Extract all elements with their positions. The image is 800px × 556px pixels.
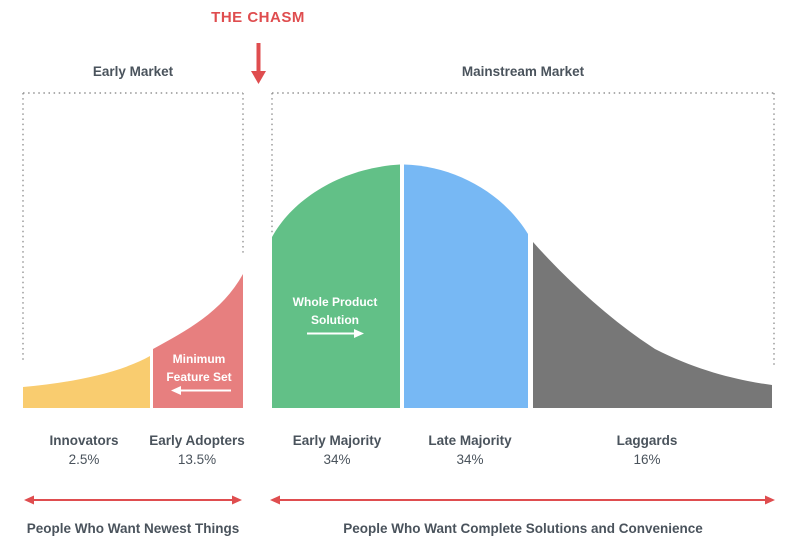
minimum-feature-set-line1: Minimum: [172, 352, 226, 366]
laggards-caption: Laggards 16%: [617, 431, 678, 469]
minimum-feature-set-label: Minimum Feature Set: [166, 350, 231, 386]
innovators-caption: Innovators 2.5%: [49, 431, 118, 469]
innovators-name: Innovators: [49, 433, 119, 448]
early-market-box: [22, 92, 244, 363]
early-market-description: People Who Want Newest Things: [26, 521, 240, 536]
mainstream-market-label: Mainstream Market: [461, 64, 585, 79]
early-adopters-name: Early Adopters: [149, 433, 245, 448]
chasm-arrow-icon: [251, 43, 266, 84]
early-adopters-caption: Early Adopters 13.5%: [149, 431, 245, 469]
early-market-label: Early Market: [92, 64, 174, 79]
minimum-feature-set-line2: Feature Set: [166, 370, 232, 384]
early-majority-caption: Early Majority 34%: [293, 431, 382, 469]
mainstream-market-span-arrow-icon: [270, 495, 775, 505]
innovators-segment: [23, 356, 150, 408]
late-majority-segment: [404, 164, 528, 408]
laggards-percent: 16%: [633, 452, 661, 467]
early-majority-name: Early Majority: [292, 433, 382, 448]
laggards-segment: [533, 242, 772, 408]
whole-product-arrow-icon: [307, 329, 364, 338]
minimum-feature-set-arrow-icon: [171, 386, 231, 395]
laggards-name: Laggards: [616, 433, 678, 448]
whole-product-line1: Whole Product: [292, 295, 378, 309]
page-title: THE CHASM: [211, 9, 305, 26]
early-majority-percent: 34%: [323, 452, 351, 467]
mainstream-market-description: People Who Want Complete Solutions and C…: [343, 521, 703, 536]
whole-product-line2: Solution: [310, 313, 359, 327]
mainstream-market-box: [271, 92, 775, 368]
innovators-percent: 2.5%: [68, 452, 100, 467]
late-majority-name: Late Majority: [428, 433, 512, 448]
whole-product-solution-label: Whole Product Solution: [293, 293, 378, 329]
early-adopters-segment: [153, 274, 243, 408]
late-majority-caption: Late Majority 34%: [428, 431, 511, 469]
early-market-span-arrow-icon: [24, 495, 242, 505]
early-majority-segment: [272, 164, 400, 408]
early-adopters-percent: 13.5%: [177, 452, 217, 467]
late-majority-percent: 34%: [456, 452, 484, 467]
